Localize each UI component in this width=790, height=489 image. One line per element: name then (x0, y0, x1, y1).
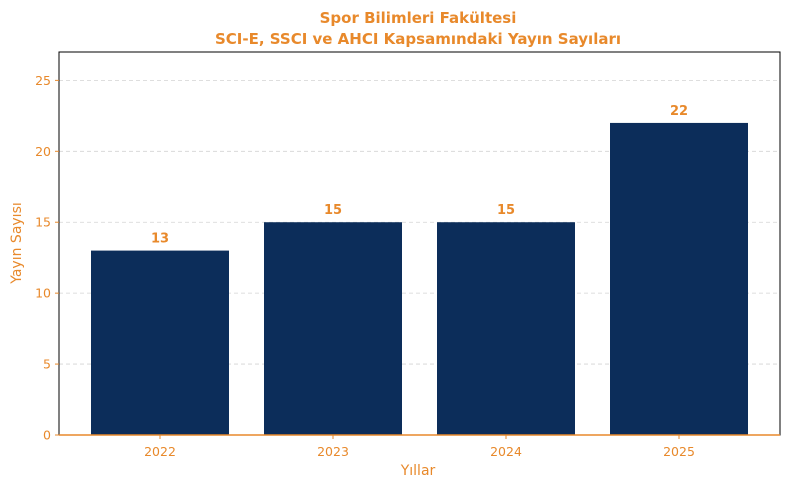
chart-subtitle: SCI-E, SSCI ve AHCI Kapsamındaki Yayın S… (215, 30, 621, 48)
data-label: 15 (324, 203, 342, 218)
y-tick-label: 15 (35, 215, 51, 230)
y-tick-label: 20 (35, 144, 51, 159)
x-axis-ticks: 2022 2023 2024 2025 (144, 435, 695, 459)
bar (610, 122, 748, 435)
bar (91, 250, 229, 435)
bars (91, 122, 748, 435)
data-label: 22 (670, 104, 688, 119)
x-axis-label: Yıllar (400, 463, 436, 479)
bar (264, 222, 402, 435)
data-labels: 13 15 15 22 (151, 104, 688, 247)
bar (437, 222, 575, 435)
y-tick-label: 10 (35, 286, 51, 301)
y-axis-label: Yayın Sayısı (9, 202, 25, 285)
y-tick-label: 0 (43, 428, 51, 443)
data-label: 15 (497, 203, 515, 218)
x-tick-label: 2024 (490, 444, 522, 459)
chart-title: Spor Bilimleri Fakültesi (320, 9, 517, 27)
x-tick-label: 2022 (144, 444, 176, 459)
y-axis-ticks: 0 5 10 15 20 25 (35, 73, 59, 443)
y-tick-label: 5 (43, 357, 51, 372)
x-tick-label: 2023 (317, 444, 349, 459)
data-label: 13 (151, 232, 169, 247)
x-tick-label: 2025 (663, 444, 695, 459)
y-tick-label: 25 (35, 73, 51, 88)
